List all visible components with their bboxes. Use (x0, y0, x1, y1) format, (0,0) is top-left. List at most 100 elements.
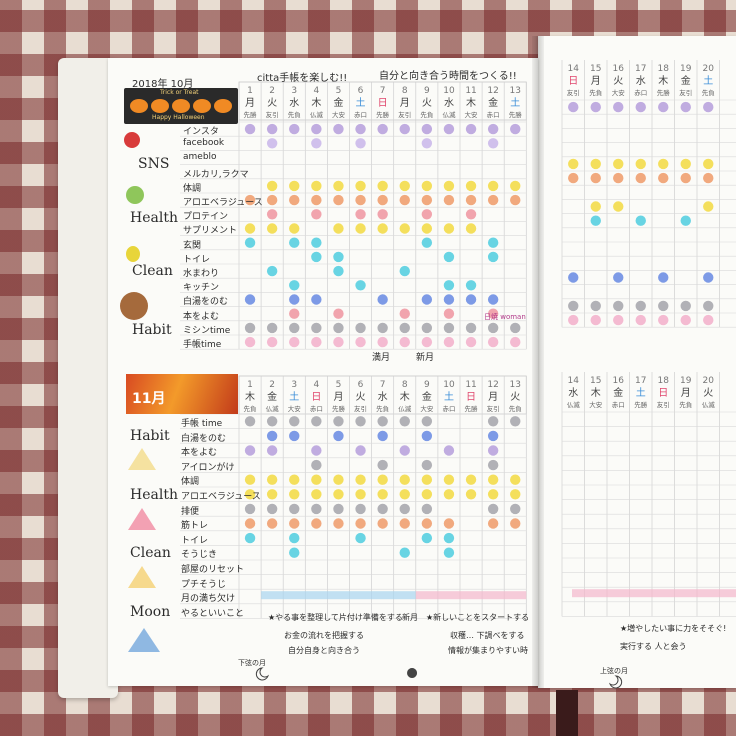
nov-health-dot (510, 474, 521, 485)
oct-protein-dot (355, 209, 366, 220)
oct-sewing-dot (421, 322, 433, 334)
oct-weekday: 木 (466, 97, 476, 109)
oct-health-dot (443, 180, 455, 192)
rt-dot (613, 300, 624, 312)
oct-sewing-dot (377, 322, 388, 334)
rt-dot (568, 101, 579, 113)
oct-facebook-dot (266, 138, 278, 149)
nov-bowel-dot (355, 503, 366, 515)
nov-row-label: アロエベラジュース (181, 492, 261, 502)
oct-sewing-dot (487, 322, 499, 334)
oct-insta-dot (510, 123, 521, 135)
oct-weekday: 火 (267, 97, 277, 109)
oct-health-dot (465, 180, 477, 192)
oct-techo-dot (399, 336, 410, 348)
full-moon-note: 満月 (372, 353, 391, 363)
rb-day-number: 20 (703, 376, 715, 386)
oct-protein-dot (266, 209, 278, 220)
nov-day-number: 1 (247, 380, 253, 390)
nov-techo-dot (266, 416, 278, 427)
memo-5: ★新しいことをスタートする (426, 613, 530, 622)
oct-aloe-dot (421, 194, 433, 206)
oct-book-dot (443, 308, 455, 319)
oct-sewing-dot (266, 322, 278, 334)
oct-entrance-dot (311, 237, 322, 248)
oct-insta-dot (266, 123, 278, 135)
oct-techo-dot (510, 336, 521, 348)
oct-facebook-dot (311, 138, 322, 149)
oct-row-label: ミシンtime (183, 325, 231, 336)
rt-dot (658, 101, 669, 113)
rt-weekday: 木 (658, 75, 668, 87)
rt-weekday: 水 (636, 75, 646, 87)
oct-sewing-dot (333, 322, 344, 334)
rt-dot (613, 201, 624, 212)
right-memo: ★増やしたい事に力をそそぐ! 実行する 人と会う (620, 624, 727, 651)
nov-hot-water-dot (333, 430, 344, 442)
oct-day-number: 6 (358, 86, 364, 96)
oct-weekday: 火 (422, 97, 432, 109)
nov-toilet-dot (421, 532, 433, 544)
oct-rokuyo: 友引 (266, 110, 279, 119)
nov-training-dot (487, 518, 499, 529)
nov-aloe-dot (355, 489, 366, 500)
oct-techo-dot (443, 336, 455, 348)
nov-bowel-dot (377, 503, 388, 515)
oct-day-number: 3 (291, 86, 297, 96)
oct-facebook-dot (487, 138, 499, 149)
nov-health-dot (266, 474, 278, 485)
oct-row-label: トイレ (183, 254, 211, 265)
rt-dot (703, 300, 714, 312)
green-apple-icon (126, 186, 144, 204)
rt-day-number: 19 (680, 64, 692, 74)
nov-bowel-dot (421, 503, 433, 515)
oct-weekday: 木 (311, 97, 321, 109)
oct-sewing-dot (510, 322, 521, 334)
nov-health-dot (311, 474, 322, 485)
oct-health-dot (399, 180, 410, 192)
oct-row-label: メルカリ,ラクマ (183, 169, 249, 180)
oct-weekday: 金 (333, 96, 343, 109)
rb-rokuyo: 大安 (589, 400, 603, 409)
nov-hot-water-dot (377, 430, 388, 442)
apple-icon (124, 132, 140, 148)
rb-day-number: 15 (590, 376, 601, 386)
oct-aloe-dot (377, 194, 388, 206)
rb-day-number: 17 (635, 376, 646, 386)
nov-bowel-dot (266, 503, 278, 515)
nov-toilet-dot (289, 532, 300, 544)
rt-dot (658, 272, 669, 283)
oct-row-label: サプリメント (183, 226, 238, 237)
nov-weekday: 木 (400, 391, 410, 403)
oct-supplement-dot (333, 223, 344, 234)
oct-row-label: 玄関 (183, 240, 202, 251)
nov-aloe-dot (333, 489, 344, 500)
nov-training-dot (289, 518, 300, 529)
oct-supplement-dot (266, 223, 278, 234)
nov-book-dot (355, 445, 366, 456)
oct-protein-dot (421, 209, 433, 220)
nov-rokuyo: 先勝 (332, 404, 346, 413)
rb-rokuyo: 仏滅 (567, 400, 581, 409)
oct-supplement-dot (355, 223, 366, 234)
memo-7: 情報が集まりやすい時 (448, 646, 528, 655)
rt-dot (635, 215, 646, 226)
rt-dot (680, 172, 691, 184)
oct-aloe-dot (333, 194, 344, 206)
oct-day-number: 12 (487, 86, 498, 96)
rt-dot (680, 300, 691, 312)
moon-icon-triangle (128, 628, 160, 652)
nov-rokuyo: 先負 (509, 404, 523, 413)
nov-row-label: トイレ (181, 535, 209, 546)
rt-dot (613, 158, 624, 170)
oct-hot-water-dot (289, 294, 300, 305)
oct-aloe-dot (399, 194, 410, 206)
oct-sewing-dot (355, 322, 366, 334)
oct-insta-dot (377, 123, 388, 135)
rt-dot (590, 201, 601, 212)
nov-row-label: 排便 (181, 506, 200, 517)
nov-techo-dot (311, 416, 322, 427)
sunburn-note: 日焼 woman (484, 313, 526, 321)
rt-weekday: 土 (703, 74, 713, 87)
oct-hot-water-dot (465, 294, 477, 305)
